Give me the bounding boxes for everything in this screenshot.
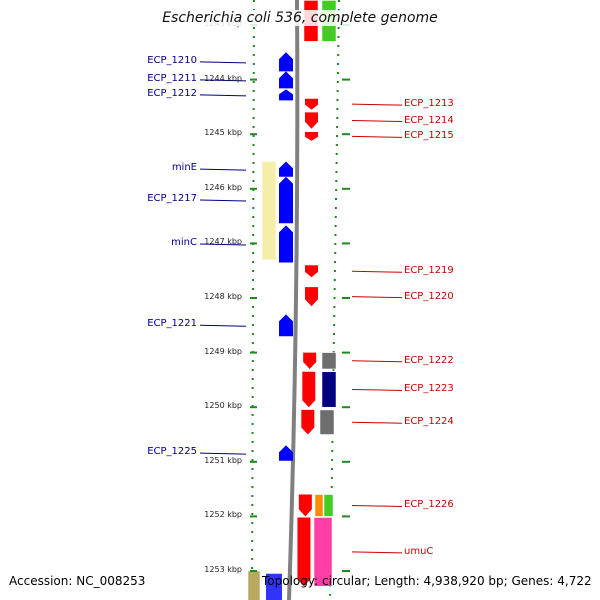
gene-arrow-forward[interactable] — [279, 161, 293, 177]
leader-line — [351, 360, 403, 363]
feature-grey-block — [319, 409, 335, 435]
tick-label: 1246 kbp — [204, 182, 242, 192]
leader-line — [199, 199, 247, 202]
gene-label-right[interactable]: ECP_1215 — [404, 130, 454, 142]
gene-arrow-forward[interactable] — [279, 314, 293, 337]
leader-line — [351, 296, 403, 299]
gene-label-right[interactable]: ECP_1220 — [404, 290, 454, 302]
gene-arrow-reverse[interactable] — [305, 98, 318, 110]
leader-line — [351, 270, 403, 273]
tick-label: 1247 kbp — [204, 237, 242, 247]
gene-label-left[interactable]: ECP_1217 — [147, 192, 197, 204]
leader-line — [199, 168, 247, 171]
gene-label-right[interactable]: ECP_1226 — [404, 499, 454, 511]
tick-label: 1251 kbp — [204, 455, 242, 465]
gene-arrow-reverse[interactable] — [305, 287, 318, 307]
tick-label: 1253 kbp — [204, 565, 242, 574]
gene-arrow-reverse[interactable] — [305, 265, 318, 278]
leader-line — [199, 324, 247, 327]
gene-arrow-forward[interactable] — [266, 573, 282, 600]
feature-pink-block — [313, 517, 333, 587]
feature-orange-block — [314, 494, 324, 517]
gene-label-left[interactable]: ECP_1221 — [147, 318, 197, 330]
gene-label-right[interactable]: ECP_1222 — [404, 354, 454, 366]
gene-arrow-reverse[interactable] — [297, 517, 311, 587]
gene-label-right[interactable]: ECP_1224 — [404, 416, 454, 428]
feature-green-block — [323, 494, 334, 517]
leader-line — [351, 551, 403, 554]
gene-label-left[interactable]: ECP_1225 — [147, 446, 197, 458]
gene-arrow-reverse[interactable] — [298, 494, 312, 517]
dotted-track-right — [329, 0, 340, 600]
leader-line — [199, 243, 247, 246]
gene-arrow-forward[interactable] — [279, 71, 293, 89]
gene-label-right[interactable]: umuC — [404, 545, 434, 557]
gene-label-right[interactable]: ECP_1219 — [404, 265, 454, 277]
gene-arrow-forward[interactable] — [279, 52, 293, 72]
feature-olive-block — [247, 570, 261, 600]
tick-label: 1248 kbp — [204, 292, 242, 301]
gene-label-left[interactable]: ECP_1211 — [147, 72, 197, 84]
leader-line — [199, 452, 247, 455]
gene-arrow-forward[interactable] — [279, 89, 293, 101]
dotted-track-left — [251, 0, 255, 600]
gene-arrow-reverse[interactable] — [305, 112, 318, 129]
gene-label-right[interactable]: ECP_1223 — [404, 383, 454, 395]
label-leader-lines — [199, 61, 403, 554]
gene-arrow-reverse[interactable] — [301, 409, 315, 435]
leader-line — [199, 94, 247, 97]
tick-label: 1245 kbp — [204, 128, 242, 138]
feature-grey-block — [321, 352, 337, 370]
gene-arrows — [266, 52, 318, 600]
tick-label: 1252 kbp — [204, 510, 242, 520]
leader-line — [351, 120, 403, 123]
feature-yellow-block — [261, 161, 277, 261]
leader-line — [351, 421, 403, 424]
leader-line — [351, 103, 403, 106]
gene-label-right[interactable]: ECP_1213 — [404, 98, 454, 110]
gene-arrow-forward[interactable] — [279, 225, 293, 263]
tick-label: 1244 kbp — [204, 73, 242, 83]
gene-arrow-reverse[interactable] — [303, 352, 317, 369]
gene-label-left[interactable]: ECP_1212 — [147, 87, 197, 99]
tick-label: 1249 kbp — [204, 346, 242, 356]
genome-stats-text: Topology: circular; Length: 4,938,920 bp… — [262, 574, 592, 588]
gene-label-right[interactable]: ECP_1214 — [404, 114, 454, 126]
dotted-tracks — [251, 0, 340, 600]
gene-arrow-forward[interactable] — [279, 445, 293, 461]
gene-arrow-reverse[interactable] — [302, 371, 316, 408]
feature-navy-block — [321, 371, 337, 408]
leader-line — [351, 504, 403, 507]
tick-label: 1250 kbp — [204, 401, 242, 411]
accession-text: Accession: NC_008253 — [9, 574, 146, 588]
genome-backbone — [287, 0, 300, 600]
leader-line — [199, 79, 247, 82]
gene-arrow-forward[interactable] — [279, 176, 293, 224]
map-title: Escherichia coli 536, complete genome — [0, 10, 600, 26]
gene-arrow-reverse[interactable] — [305, 132, 318, 141]
gene-label-left[interactable]: ECP_1210 — [147, 54, 197, 66]
leader-line — [199, 61, 247, 64]
leader-line — [351, 388, 403, 391]
gene-label-left[interactable]: minC — [171, 236, 197, 248]
gene-label-left[interactable]: minE — [171, 162, 197, 174]
leader-line — [351, 135, 403, 138]
